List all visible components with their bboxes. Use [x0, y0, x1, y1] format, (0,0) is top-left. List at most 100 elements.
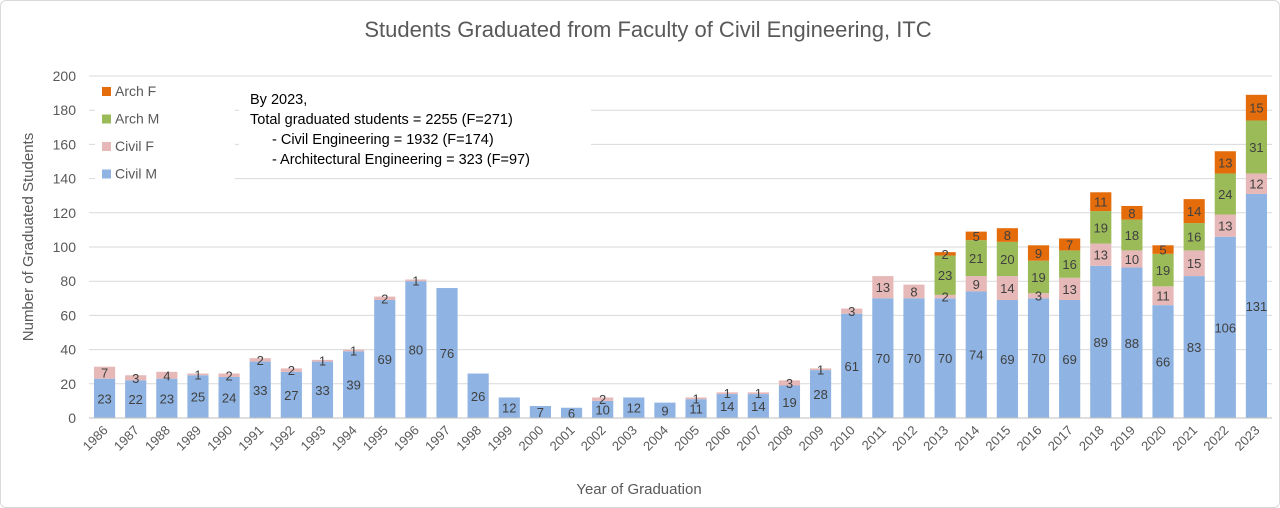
bar-arch-f	[1245, 94, 1268, 121]
y-tick-label: 0	[68, 410, 76, 426]
bar-civil-f	[125, 375, 147, 381]
annotation-line: - Civil Engineering = 1932 (F=174)	[272, 132, 494, 148]
data-label: 23	[97, 391, 111, 406]
data-label: 13	[1218, 155, 1232, 170]
data-label: 8	[1004, 228, 1011, 243]
data-label: 66	[1156, 355, 1170, 370]
x-tick-label: 1999	[484, 423, 515, 454]
data-label: 39	[346, 378, 360, 393]
data-label: 28	[813, 387, 827, 402]
data-label: 89	[1094, 335, 1108, 350]
annotation-line: By 2023,	[250, 92, 307, 108]
x-tick-label: 2016	[1014, 423, 1045, 454]
data-label: 22	[128, 392, 142, 407]
bar-arch-m	[1121, 219, 1143, 251]
legend: Arch F Arch M Civil F Civil M	[95, 79, 235, 191]
y-tick-label: 40	[60, 342, 76, 358]
data-label: 13	[1062, 282, 1076, 297]
x-tick-label: 1997	[422, 423, 453, 454]
x-tick-label: 2014	[951, 423, 982, 454]
bar-civil-m	[1245, 193, 1268, 418]
bar-civil-m	[1027, 298, 1050, 418]
legend-label: Arch M	[115, 111, 159, 127]
y-tick-label: 140	[53, 171, 77, 187]
bar-arch-f	[1183, 199, 1205, 224]
bar-civil-m	[685, 399, 707, 418]
data-label: 23	[160, 391, 174, 406]
bar-civil-f	[934, 294, 956, 299]
x-tick-label: 1994	[329, 423, 360, 454]
x-tick-label: 2013	[920, 423, 951, 454]
x-tick-label: 2000	[515, 423, 546, 454]
bar-civil-f	[903, 284, 925, 299]
bar-civil-m	[467, 373, 489, 418]
data-label: 19	[1094, 220, 1108, 235]
data-label: 76	[440, 346, 454, 361]
data-label: 1	[350, 343, 357, 358]
x-tick-label: 2011	[859, 423, 889, 453]
bar-civil-f	[1027, 293, 1050, 299]
data-label: 70	[907, 351, 921, 366]
bar-civil-f	[1183, 250, 1205, 277]
y-tick-label: 200	[53, 68, 77, 84]
bar-civil-m	[1183, 276, 1205, 418]
data-label: 5	[973, 229, 980, 244]
bar-civil-m	[1090, 265, 1112, 418]
data-label: 11	[1094, 195, 1108, 210]
x-tick-label: 1995	[360, 423, 391, 454]
data-label: 7	[1066, 237, 1073, 252]
x-tick-label: 2002	[578, 423, 609, 454]
data-label: 2	[225, 368, 232, 383]
bar-civil-m	[592, 400, 614, 418]
bar-civil-m	[280, 371, 302, 418]
data-label: 1	[724, 386, 731, 401]
bar-civil-f	[1090, 243, 1112, 266]
data-label: 3	[1035, 289, 1042, 304]
bar-civil-m	[187, 375, 209, 418]
data-label: 25	[191, 390, 205, 405]
bar-civil-f	[716, 392, 738, 395]
x-tick-label: 1992	[266, 423, 297, 454]
data-label: 10	[1125, 252, 1139, 267]
x-tick-label: 2006	[702, 423, 733, 454]
data-label: 4	[163, 368, 170, 383]
data-label: 106	[1214, 320, 1236, 335]
data-label: 21	[969, 251, 983, 266]
y-tick-label: 20	[60, 376, 76, 392]
bar-civil-m	[498, 397, 520, 418]
bar-civil-m	[654, 402, 676, 418]
bar-civil-f	[841, 308, 863, 314]
x-tick-label: 2017	[1045, 423, 1076, 454]
bar-civil-f	[872, 276, 894, 299]
bar-civil-m	[841, 313, 863, 418]
data-label: 15	[1187, 256, 1201, 271]
chart-title: Students Graduated from Faculty of Civil…	[364, 17, 931, 42]
data-label: 70	[1031, 351, 1045, 366]
bar-civil-m	[218, 376, 240, 418]
bar-civil-f	[810, 368, 832, 371]
data-label: 2	[942, 290, 949, 305]
data-label: 70	[876, 351, 890, 366]
data-label: 11	[1156, 289, 1170, 304]
data-label: 14	[720, 399, 734, 414]
data-label: 26	[471, 389, 485, 404]
data-label: 24	[222, 390, 236, 405]
bar-civil-m	[405, 281, 427, 418]
x-tick-label: 2020	[1138, 423, 1169, 454]
data-label: 9	[661, 403, 668, 418]
data-label: 27	[284, 388, 298, 403]
data-label: 2	[257, 353, 264, 368]
data-label: 19	[1156, 263, 1170, 278]
data-label: 33	[315, 383, 329, 398]
x-tick-label: 2015	[982, 423, 1013, 454]
x-tick-label: 1989	[173, 423, 204, 454]
bar-civil-f	[1214, 214, 1236, 237]
x-tick-label: 1991	[235, 423, 266, 454]
y-tick-label: 180	[53, 102, 77, 118]
x-tick-label: 1986	[80, 423, 111, 454]
data-label: 12	[627, 401, 641, 416]
bar-civil-m	[1121, 267, 1143, 418]
x-tick-label: 2001	[547, 423, 578, 454]
bar-arch-f	[1121, 205, 1143, 220]
